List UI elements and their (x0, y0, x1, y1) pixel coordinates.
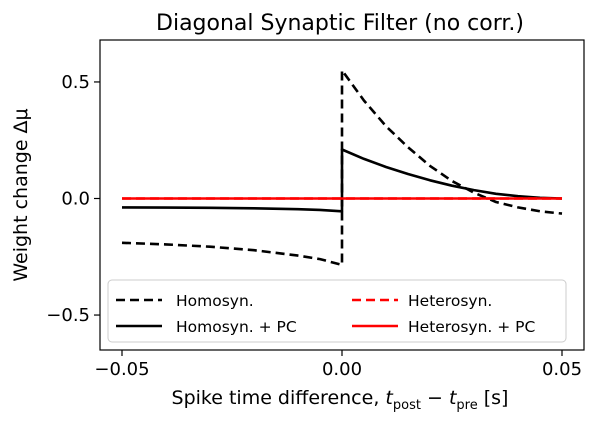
y-axis-label: Weight change Δμ (10, 108, 32, 281)
series-line-2 (121, 148, 563, 213)
series-line-0 (121, 69, 563, 267)
legend-label: Homosyn. (176, 292, 254, 310)
y-tick-label: 0.5 (61, 72, 90, 93)
x-tick-label: −0.05 (94, 359, 149, 380)
ticks: −0.05 0.00 0.05 −0.5 0.0 0.5 (46, 72, 582, 380)
y-tick-label: 0.0 (61, 188, 90, 209)
legend-label: Heterosyn. + PC (408, 318, 535, 336)
x-tick-label: 0.00 (322, 359, 362, 380)
x-tick-label: 0.05 (542, 359, 582, 380)
y-tick-label: −0.5 (46, 305, 90, 326)
legend-label: Homosyn. + PC (176, 318, 297, 336)
chart-title: Diagonal Synaptic Filter (no corr.) (156, 11, 524, 36)
series-group (121, 69, 563, 267)
legend-box (107, 279, 567, 343)
legend-label: Heterosyn. (408, 292, 492, 310)
legend: Homosyn. Heterosyn. Homosyn. + PC Heterosyn… (107, 279, 567, 343)
x-axis-label: Spike time difference, tpost − tpre [s] (172, 387, 509, 413)
